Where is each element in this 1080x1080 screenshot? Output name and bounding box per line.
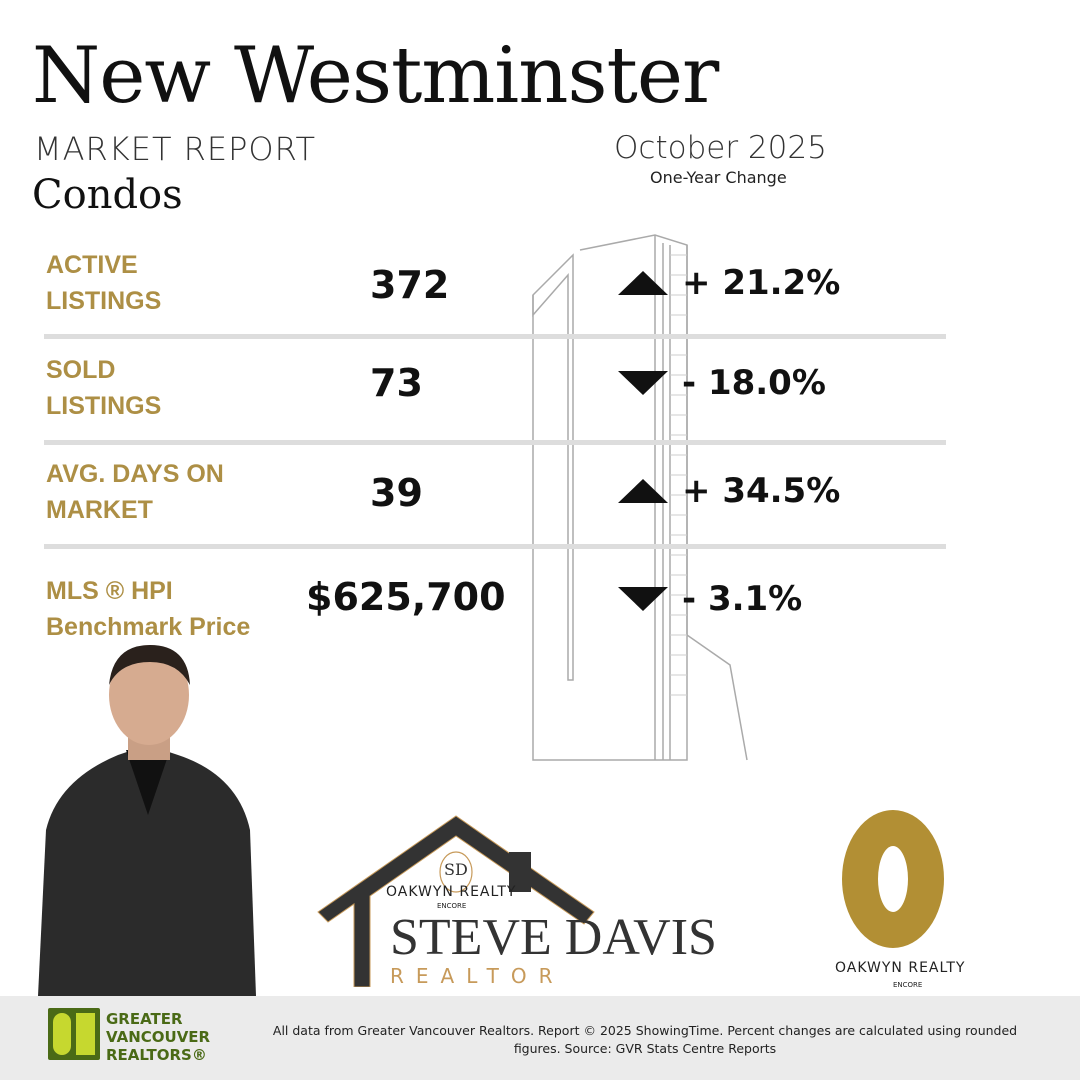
agent-title: REALTOR [390,964,565,988]
label-line: LISTINGS [46,392,162,420]
property-category: Condos [32,172,183,218]
stat-change-hpi-benchmark: - 3.1% [618,578,802,620]
arrow-down-icon [618,587,668,611]
divider [44,440,946,445]
agent-name: STEVE DAVIS [390,909,717,966]
oakwyn-logo-text: OAKWYN REALTY [835,960,966,976]
divider [44,544,946,549]
brokerage-sub: ENCORE [437,902,467,910]
arrow-down-icon [618,371,668,395]
oakwyn-logo-sub: ENCORE [893,981,923,989]
label-line: SOLD [46,356,116,384]
stat-value-hpi-benchmark: $625,700 [306,575,506,619]
change-value: - 18.0% [682,363,826,403]
change-column-label: One-Year Change [650,168,787,187]
stat-value-sold-listings: 73 [370,361,423,405]
brokerage-name: OAKWYN REALTY [386,884,517,900]
divider [44,334,946,339]
stat-label-sold-listings: SOLD LISTINGS [46,352,161,424]
gvr-logo-text: GREATER VANCOUVER REALTORS® [106,1010,211,1064]
gvr-logo-icon [48,1008,100,1060]
monogram: SD [444,860,468,879]
change-value: - 3.1% [682,579,803,619]
stat-label-active-listings: ACTIVE LISTINGS [46,247,161,319]
change-value: + 21.2% [682,263,841,303]
label-line: AVG. DAYS ON [46,460,224,488]
stat-value-active-listings: 372 [370,263,450,307]
footer [0,996,1080,1080]
report-period: October 2025 [614,130,827,166]
change-value: + 34.5% [682,471,841,511]
disclaimer: All data from Greater Vancouver Realtors… [272,1023,1018,1056]
stat-change-sold-listings: - 18.0% [618,362,826,404]
label-line: ACTIVE [46,251,138,279]
report-subtitle: MARKET REPORT [34,130,317,168]
house-logo-icon [317,815,595,987]
label-line: Benchmark Price [46,613,251,641]
arrow-up-icon [618,271,668,295]
stat-label-hpi-benchmark: MLS ® HPI Benchmark Price [46,573,250,645]
oakwyn-logo-icon [842,810,944,948]
arrow-up-icon [618,479,668,503]
stat-label-days-on-market: AVG. DAYS ON MARKET [46,456,224,528]
label-line: MARKET [46,496,153,524]
stat-change-days-on-market: + 34.5% [618,470,840,512]
page-title: New Westminster [32,31,719,121]
stat-change-active-listings: + 21.2% [618,262,840,304]
stat-value-days-on-market: 39 [370,471,423,515]
agent-photo [38,645,256,996]
label-line: LISTINGS [46,287,162,315]
label-line: MLS ® HPI [46,577,173,605]
